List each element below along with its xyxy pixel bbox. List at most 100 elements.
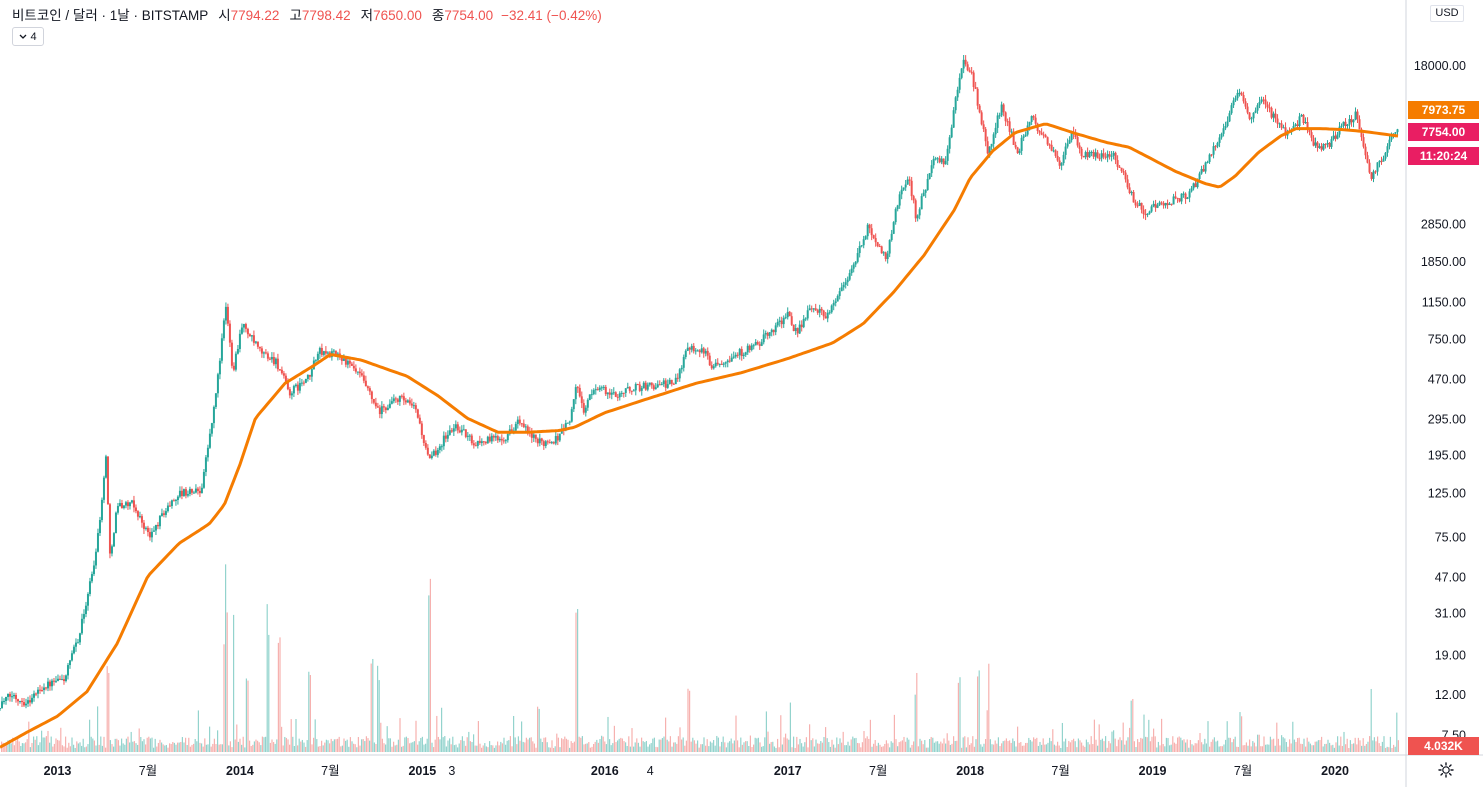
- indicators-toggle-button[interactable]: 4: [12, 27, 44, 46]
- volume-bar: [399, 718, 401, 752]
- volume-bar: [41, 730, 43, 752]
- volume-bar: [529, 737, 531, 752]
- candle-body: [238, 333, 241, 349]
- volume-bar: [1381, 741, 1383, 752]
- candle-body: [690, 345, 693, 350]
- candle-body: [458, 430, 461, 433]
- volume-bar: [1241, 716, 1243, 752]
- volume-bar: [791, 747, 793, 752]
- candle-body: [70, 653, 73, 661]
- x-axis-labels[interactable]: 2013 7월 2014 7월 2015 3 2016 4 2017 7월 2018 7월 2019 7월…: [44, 764, 1349, 778]
- candle-body: [684, 350, 687, 358]
- volume-bar: [769, 743, 771, 752]
- volume-bar: [673, 742, 675, 752]
- volume-bar: [781, 744, 783, 752]
- candles[interactable]: [0, 54, 1399, 711]
- volume-bar: [50, 736, 52, 752]
- volume-bar: [519, 740, 521, 752]
- volume-bar: [199, 742, 201, 752]
- volume-bar: [682, 737, 684, 752]
- volume-bar: [81, 745, 83, 752]
- volume-bar: [1100, 739, 1102, 752]
- candle-body: [1376, 162, 1379, 172]
- candle-body: [856, 253, 859, 262]
- candle-body: [1172, 196, 1175, 205]
- volume-bar: [1252, 741, 1254, 752]
- candle-body: [1384, 152, 1387, 159]
- volume-bar: [1133, 741, 1135, 752]
- candle-body: [134, 507, 137, 512]
- volume-bar: [255, 739, 257, 752]
- candle-body: [1350, 118, 1353, 123]
- candle-body: [602, 386, 605, 388]
- candle-body: [1192, 183, 1195, 189]
- volume-bar: [871, 746, 873, 752]
- candle-body: [942, 158, 945, 165]
- volume-bar: [495, 745, 497, 752]
- volume-bar: [877, 742, 879, 752]
- candle-body: [20, 700, 23, 703]
- candle-body: [598, 387, 601, 390]
- volume-bar: [625, 742, 627, 752]
- volume-bar: [593, 744, 595, 752]
- volume-bar: [514, 737, 516, 752]
- candle-body: [1060, 163, 1063, 166]
- candle-body: [514, 424, 517, 431]
- symbol-title[interactable]: 비트코인 / 달러 · 1날 · BITSTAMP: [12, 8, 209, 23]
- volume-bar: [437, 736, 439, 752]
- candle-body: [550, 442, 553, 444]
- candle-body: [584, 407, 587, 413]
- candle-body: [720, 363, 723, 365]
- y-axis-labels[interactable]: 18000.0011000.002850.001850.001150.00750…: [1414, 59, 1466, 743]
- volume-bar: [68, 742, 70, 752]
- volume-bar: [57, 739, 59, 752]
- candle-body: [838, 291, 841, 296]
- volume-bar: [1103, 741, 1105, 752]
- volume-bar: [1201, 742, 1203, 752]
- candle-body: [82, 614, 85, 619]
- volume-bar: [1298, 737, 1300, 752]
- candle-body: [102, 477, 105, 500]
- volume-bar: [1081, 742, 1083, 752]
- volume-bar: [418, 741, 420, 752]
- volume-bar: [493, 747, 495, 752]
- candle-body: [462, 429, 465, 431]
- volume-bar: [629, 746, 631, 752]
- y-tick-label: 295.00: [1428, 413, 1466, 427]
- candle-body: [794, 328, 797, 332]
- volume-bar: [895, 739, 897, 752]
- volume-bar: [1311, 745, 1313, 752]
- volume-bar: [1225, 739, 1227, 752]
- currency-badge[interactable]: USD: [1430, 5, 1464, 22]
- volume-bar: [589, 747, 591, 752]
- volume-tag: 4.032K: [1408, 737, 1479, 755]
- volume-bar: [109, 740, 111, 752]
- candle-body: [1314, 142, 1317, 146]
- volume-bar: [1353, 743, 1355, 752]
- candle-body: [1002, 104, 1005, 113]
- volume-bar: [327, 740, 329, 752]
- candle-body: [860, 245, 863, 247]
- volume-bar: [1364, 745, 1366, 752]
- volume-bar: [1140, 737, 1142, 752]
- volume-bar: [281, 726, 283, 752]
- volume-bar: [858, 743, 860, 752]
- volume-bar: [1157, 741, 1159, 752]
- candle-body: [30, 697, 33, 703]
- candle-body: [1080, 148, 1083, 156]
- volume-bar: [196, 741, 198, 752]
- high-value: 7798.42: [301, 8, 351, 23]
- moving-average: [0, 122, 1399, 749]
- volume-bar: [127, 736, 129, 752]
- volume-bar: [60, 727, 62, 752]
- volume-bar: [985, 739, 987, 752]
- volume-bar: [892, 742, 894, 752]
- volume-bar: [826, 738, 828, 752]
- volume-bar: [530, 737, 532, 752]
- candle-body: [402, 396, 405, 401]
- gear-icon[interactable]: [1438, 762, 1454, 778]
- candle-body: [32, 693, 35, 698]
- candle-body: [66, 665, 69, 676]
- volume-bar: [753, 744, 755, 752]
